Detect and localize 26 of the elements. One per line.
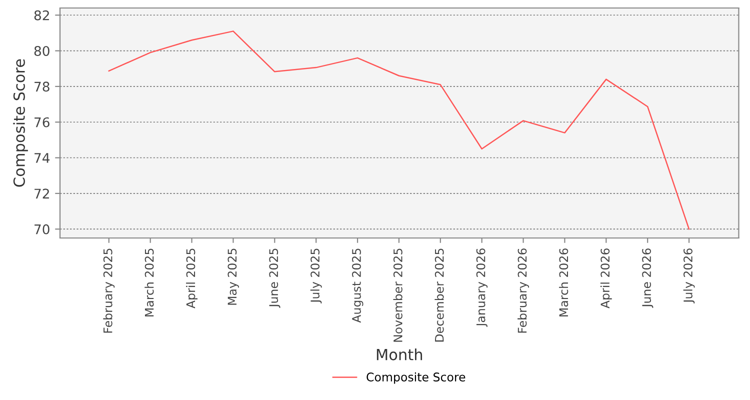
x-tick-label: March 2025 — [144, 248, 154, 316]
y-tick-label: 78 — [34, 82, 50, 92]
x-tick-label: November 2025 — [393, 248, 402, 342]
x-tick-label: March 2026 — [559, 248, 568, 316]
legend-label: Composite Score — [366, 372, 466, 384]
x-tick-label: April 2026 — [600, 248, 612, 308]
x-tick-label: July 2026 — [683, 248, 695, 304]
y-axis-title: Composite Score — [13, 59, 28, 187]
y-tick-label: 82 — [34, 10, 49, 20]
x-tick-label: August 2025 — [352, 248, 364, 323]
y-tick-label: 74 — [34, 153, 50, 163]
x-tick-label: July 2025 — [310, 248, 322, 304]
x-axis-title: Month — [376, 348, 422, 360]
y-tick-label: 76 — [34, 117, 50, 128]
line-series — [108, 30, 690, 230]
x-tick-label: June 2025 — [269, 248, 280, 308]
x-tick-label: May 2025 — [228, 248, 239, 305]
x-tick-label: February 2026 — [518, 248, 529, 333]
x-tick-label: February 2025 — [103, 248, 115, 333]
x-tick-label: June 2026 — [642, 248, 654, 308]
x-tick-label: January 2026 — [476, 248, 488, 327]
y-tick-label: 72 — [34, 188, 49, 198]
x-tick-label: December 2025 — [434, 248, 444, 342]
y-tick-label: 70 — [34, 224, 50, 234]
y-tick-label: 80 — [34, 46, 50, 56]
x-tick-label: April 2025 — [186, 248, 198, 308]
